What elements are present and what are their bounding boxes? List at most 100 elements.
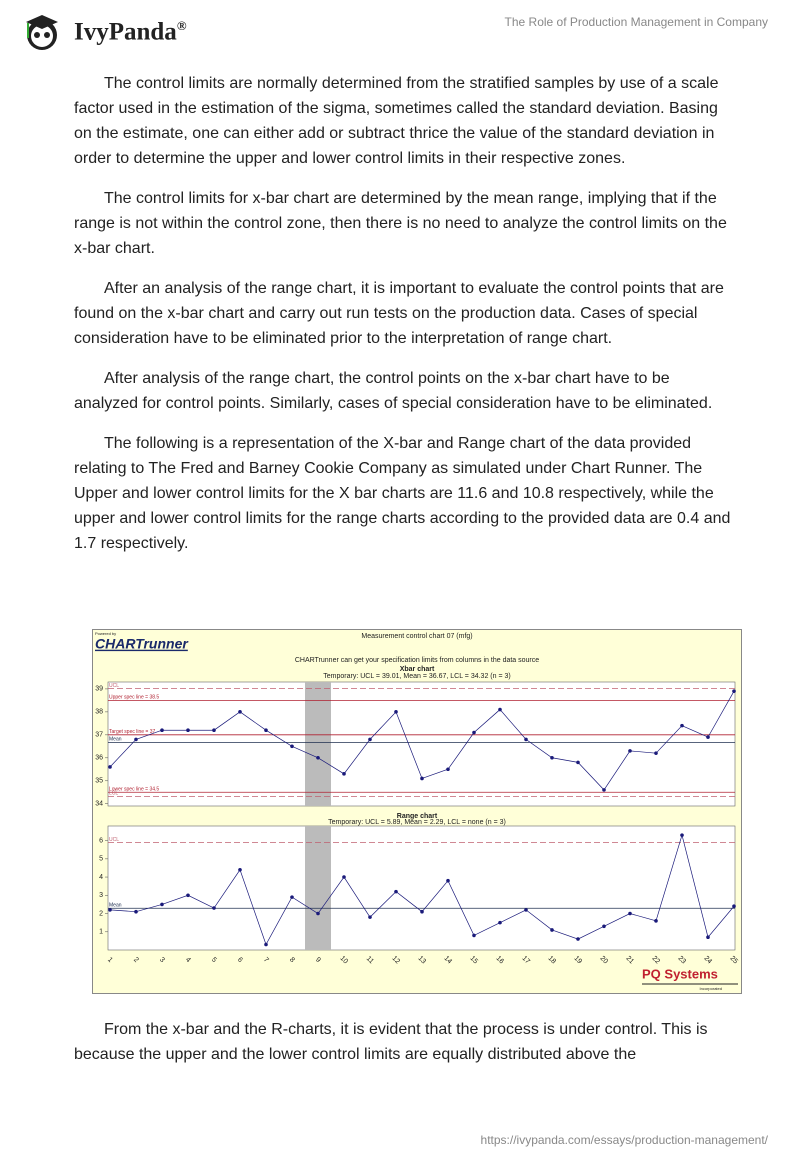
x-tick-label: 22 [651,955,662,966]
point [420,909,424,914]
brand: CHARTrunner [95,636,189,652]
paragraph: After an analysis of the range chart, it… [74,280,724,347]
logo[interactable]: IvyPanda® [16,12,187,52]
point [264,942,268,947]
x-tick-label: 14 [443,955,454,966]
x-tick-label: 4 [184,956,192,964]
y-tick-label: 2 [99,910,103,917]
point [628,911,632,916]
point [680,833,684,837]
point [628,749,632,753]
reference-label: UCL [109,837,119,843]
paragraph: The following is a representation of the… [74,435,731,552]
y-tick-label: 39 [95,686,103,693]
footer-url[interactable]: https://ivypanda.com/essays/production-m… [480,1133,768,1147]
y-tick-label: 36 [95,755,103,762]
point [446,767,450,772]
x-tick-label: 10 [339,955,350,966]
point [290,895,294,899]
y-tick-label: 5 [99,856,103,863]
reference-label: LCL [109,791,118,797]
body-text: The control limits are normally determin… [74,71,734,571]
panel-subtitle: Temporary: UCL = 5.89, Mean = 2.29, LCL … [328,819,506,826]
highlight-band [305,682,331,806]
vendor: PQ Systems [642,966,718,981]
point [602,924,606,929]
x-tick-label: 1 [106,956,114,964]
powered-by: Powered by [95,631,116,636]
highlight-band [305,826,331,950]
point [108,908,112,912]
point [394,710,398,714]
point [732,904,736,909]
point [290,744,294,749]
point [316,911,320,916]
logo-name: IvyPanda [74,18,177,46]
logo-reg: ® [176,17,187,33]
x-tick-label: 7 [262,956,270,964]
panel-subtitle: Temporary: UCL = 39.01, Mean = 36.67, LC… [323,673,510,680]
panel-title: Range chart [397,813,438,820]
x-tick-label: 5 [210,956,218,964]
x-tick-label: 21 [625,955,636,966]
x-tick-label: 13 [417,955,428,966]
x-tick-label: 18 [547,955,558,966]
point [524,908,528,912]
reference-label: Target spec line = 37 [109,729,155,735]
point [472,730,476,735]
point [212,906,216,910]
point [238,710,242,714]
x-tick-label: 25 [729,955,740,966]
x-tick-label: 17 [521,955,532,966]
point [654,751,658,755]
point [498,920,502,925]
point [342,772,346,776]
chart-title: Measurement control chart 07 (mfg) [361,633,472,640]
paragraph: The control limits for x-bar chart are d… [74,190,727,257]
point [342,875,346,879]
y-tick-label: 34 [95,801,103,808]
reference-label: Lower spec line = 34.5 [109,787,159,793]
y-tick-label: 38 [95,709,103,716]
paragraph: The control limits are normally determin… [74,75,719,167]
point [238,867,242,872]
y-tick-label: 1 [99,929,103,936]
point [134,737,138,742]
doc-title: The Role of Production Management in Com… [504,15,768,29]
reference-label: UCL [109,683,119,689]
point [186,893,190,898]
x-tick-label: 6 [236,956,244,964]
vendor-sub: Incorporated [700,986,722,991]
x-tick-label: 11 [365,955,375,965]
reference-label: Upper spec line = 38.5 [109,695,159,701]
point [160,728,164,733]
point [108,765,112,769]
point [472,933,476,938]
point [706,935,710,940]
y-tick-label: 6 [99,837,103,844]
point [550,928,554,932]
point [498,707,502,712]
logo-icon [26,15,58,50]
point [550,755,554,760]
point [212,728,216,733]
logo-text: IvyPanda® [74,18,187,46]
y-tick-label: 35 [95,778,103,785]
point [134,909,138,914]
chart-subtitle: CHARTrunner can get your specification l… [295,657,539,664]
y-tick-label: 37 [95,732,103,739]
point [576,760,580,765]
point [160,902,164,907]
point [680,723,684,728]
point [368,737,372,742]
y-tick-label: 4 [99,874,103,881]
plot-area [107,681,736,807]
point [654,919,658,923]
panel-title: Xbar chart [400,666,435,673]
x-tick-label: 12 [391,955,402,966]
y-tick-label: 3 [99,892,103,899]
x-tick-label: 15 [469,955,480,966]
point [576,937,580,941]
reference-label: Mean [109,903,122,909]
